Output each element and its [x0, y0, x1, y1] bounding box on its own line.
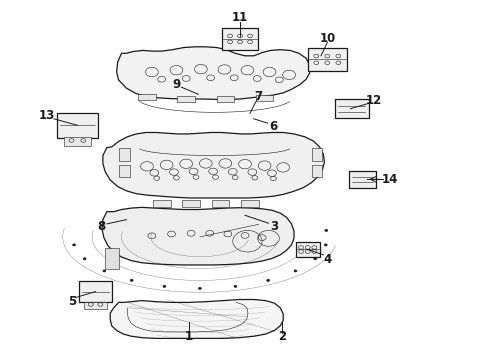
- Circle shape: [267, 279, 270, 282]
- Polygon shape: [117, 47, 310, 99]
- Bar: [256, 95, 273, 101]
- Text: 10: 10: [319, 32, 336, 45]
- Bar: [182, 200, 200, 207]
- FancyBboxPatch shape: [349, 171, 376, 188]
- FancyBboxPatch shape: [57, 113, 98, 138]
- FancyBboxPatch shape: [308, 48, 347, 71]
- Circle shape: [234, 285, 237, 287]
- Text: 4: 4: [323, 253, 331, 266]
- Circle shape: [325, 229, 328, 231]
- Text: 7: 7: [255, 90, 263, 103]
- Circle shape: [198, 287, 201, 289]
- Circle shape: [83, 258, 86, 260]
- FancyBboxPatch shape: [335, 99, 368, 118]
- Bar: [212, 200, 229, 207]
- Polygon shape: [102, 207, 294, 265]
- Text: 2: 2: [278, 330, 286, 343]
- Bar: [312, 148, 322, 161]
- Circle shape: [103, 270, 106, 272]
- FancyBboxPatch shape: [222, 28, 258, 49]
- Text: 9: 9: [172, 78, 180, 91]
- FancyBboxPatch shape: [78, 281, 113, 302]
- Bar: [84, 302, 107, 310]
- Text: 13: 13: [38, 109, 55, 122]
- Bar: [153, 200, 171, 207]
- Circle shape: [73, 244, 75, 246]
- Bar: [138, 94, 156, 100]
- Text: 6: 6: [270, 120, 277, 132]
- Text: 3: 3: [270, 220, 278, 233]
- Text: 11: 11: [232, 11, 248, 24]
- Polygon shape: [110, 300, 283, 338]
- Polygon shape: [103, 132, 324, 198]
- Circle shape: [130, 279, 133, 282]
- Bar: [119, 165, 130, 177]
- Text: 5: 5: [69, 295, 76, 308]
- Bar: [312, 165, 322, 177]
- FancyBboxPatch shape: [296, 242, 320, 257]
- Bar: [241, 200, 259, 207]
- Bar: [64, 137, 91, 146]
- Bar: [177, 96, 195, 102]
- Text: 1: 1: [185, 330, 193, 343]
- Text: 8: 8: [98, 220, 105, 233]
- Bar: [105, 248, 119, 269]
- Text: 12: 12: [365, 94, 382, 107]
- Circle shape: [294, 270, 297, 272]
- Circle shape: [163, 285, 166, 287]
- Bar: [119, 148, 130, 161]
- Text: 14: 14: [381, 173, 398, 186]
- Circle shape: [324, 244, 327, 246]
- Circle shape: [314, 258, 317, 260]
- Bar: [217, 96, 234, 102]
